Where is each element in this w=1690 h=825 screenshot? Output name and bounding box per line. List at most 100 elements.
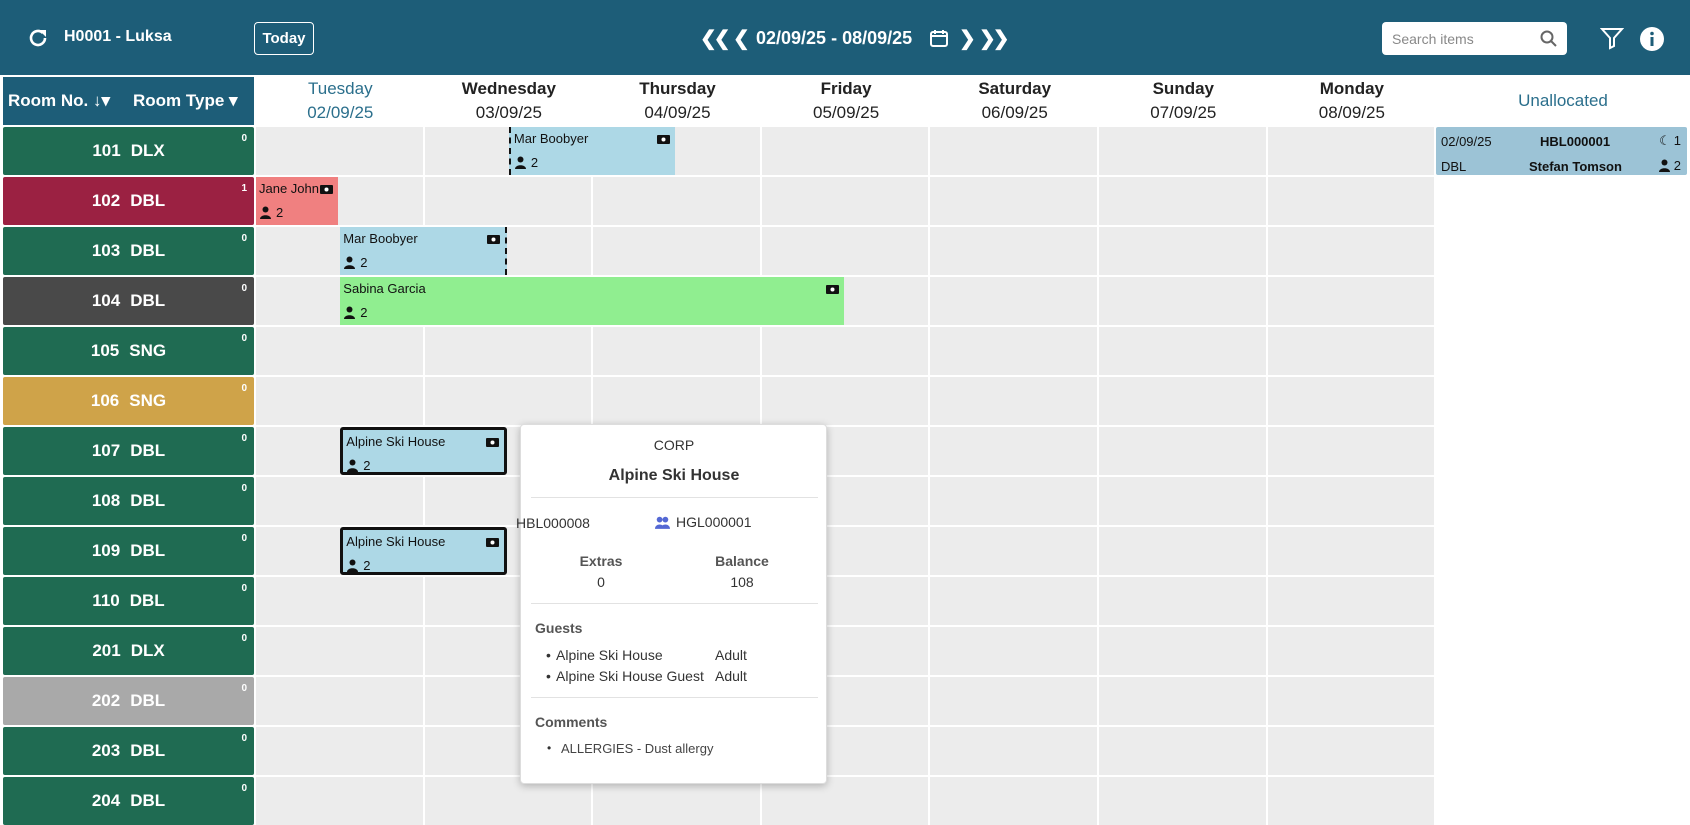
filter-icon[interactable] [1600,26,1624,50]
prev-day[interactable]: ❮ [733,28,750,50]
room-label[interactable]: 107 DBL 0 [3,427,254,475]
calendar-cell[interactable] [1267,477,1435,525]
calendar-cell[interactable] [1267,377,1435,425]
calendar-cell[interactable] [761,777,929,825]
calendar-cell[interactable] [256,677,423,725]
booking[interactable]: Alpine Ski House 2 [340,527,507,575]
calendar-cell[interactable] [593,327,760,375]
refresh-icon[interactable] [26,26,50,50]
calendar-cell[interactable] [1267,277,1435,325]
calendar-cell[interactable] [1267,427,1435,475]
calendar-cell[interactable] [256,627,423,675]
prev-week[interactable]: ❮❮ [700,28,730,50]
calendar-cell[interactable] [593,227,760,275]
room-label[interactable]: 104 DBL 0 [3,277,254,325]
next-day[interactable]: ❯ [959,28,976,50]
room-label[interactable]: 108 DBL 0 [3,477,254,525]
calendar-cell[interactable] [1099,177,1266,225]
calendar-cell[interactable] [761,227,929,275]
booking[interactable]: Jane John 2 [256,177,339,225]
calendar-cell[interactable] [256,327,423,375]
calendar-cell[interactable] [256,777,423,825]
calendar-cell[interactable] [424,777,592,825]
calendar-cell[interactable] [1099,627,1266,675]
room-label[interactable]: 202 DBL 0 [3,677,254,725]
calendar-cell[interactable] [1267,177,1435,225]
calendar-cell[interactable] [593,177,760,225]
next-week[interactable]: ❯❯ [979,28,1009,50]
calendar-cell[interactable] [930,577,1097,625]
calendar-cell[interactable] [1099,577,1266,625]
calendar-cell[interactable] [1099,727,1266,775]
calendar-cell[interactable] [256,477,423,525]
calendar-cell[interactable] [930,777,1097,825]
room-label[interactable]: 103 DBL 0 [3,227,254,275]
bullet: • [547,741,552,755]
calendar-cell[interactable] [593,377,760,425]
info-icon[interactable] [1640,27,1664,51]
room-label[interactable]: 109 DBL 0 [3,527,254,575]
calendar-cell[interactable] [761,127,929,175]
calendar-cell[interactable] [1099,227,1266,275]
calendar-cell[interactable] [424,327,592,375]
calendar-cell[interactable] [1099,327,1266,375]
calendar-cell[interactable] [1267,577,1435,625]
calendar-cell[interactable] [1099,677,1266,725]
calendar-cell[interactable] [930,127,1097,175]
calendar-cell[interactable] [930,677,1097,725]
room-label[interactable]: 201 DLX 0 [3,627,254,675]
calendar-cell[interactable] [256,377,423,425]
calendar-cell[interactable] [1267,677,1435,725]
calendar-cell[interactable] [930,277,1097,325]
calendar-cell[interactable] [424,177,592,225]
calendar-cell[interactable] [930,427,1097,475]
room-label[interactable]: 203 DBL 0 [3,727,254,775]
calendar-cell[interactable] [930,227,1097,275]
calendar-cell[interactable] [930,177,1097,225]
calendar-cell[interactable] [593,777,760,825]
room-label[interactable]: 102 DBL 1 [3,177,254,225]
calendar-cell[interactable] [1099,777,1266,825]
unallocated-booking[interactable]: 02/09/25 HBL000001 ☾ 1 DBL Stefan Tomson 2 [1436,127,1687,175]
calendar-icon[interactable] [929,28,949,48]
room-label[interactable]: 106 SNG 0 [3,377,254,425]
calendar-cell[interactable] [256,577,423,625]
calendar-cell[interactable] [1267,527,1435,575]
calendar-cell[interactable] [1267,327,1435,375]
calendar-cell[interactable] [1099,277,1266,325]
calendar-cell[interactable] [1099,477,1266,525]
calendar-cell[interactable] [256,727,423,775]
booking[interactable]: Alpine Ski House 2 [340,427,507,475]
booking[interactable]: Mar Boobyer 2 [340,227,507,275]
calendar-cell[interactable] [1267,777,1435,825]
calendar-cell[interactable] [1267,627,1435,675]
room-label[interactable]: 101 DLX 0 [3,127,254,175]
room-label[interactable]: 105 SNG 0 [3,327,254,375]
room-type-header[interactable]: Room Type ▾ [133,91,238,110]
calendar-cell[interactable] [256,127,423,175]
calendar-cell[interactable] [1267,727,1435,775]
calendar-cell[interactable] [1099,527,1266,575]
calendar-cell[interactable] [424,377,592,425]
calendar-cell[interactable] [930,477,1097,525]
today-button[interactable]: Today [254,22,314,55]
calendar-cell[interactable] [1099,427,1266,475]
calendar-cell[interactable] [930,327,1097,375]
calendar-cell[interactable] [761,177,929,225]
calendar-cell[interactable] [1267,127,1435,175]
calendar-cell[interactable] [1099,127,1266,175]
search-box[interactable]: Search items [1382,22,1567,55]
calendar-cell[interactable] [930,627,1097,675]
room-label[interactable]: 110 DBL 0 [3,577,254,625]
booking[interactable]: Sabina Garcia 2 [340,277,845,325]
room-label[interactable]: 204 DBL 0 [3,777,254,825]
room-no-header[interactable]: Room No. ↓▾ [8,91,111,110]
calendar-cell[interactable] [761,327,929,375]
calendar-cell[interactable] [930,377,1097,425]
calendar-cell[interactable] [1099,377,1266,425]
booking[interactable]: Mar Boobyer 2 [508,127,676,175]
calendar-cell[interactable] [930,727,1097,775]
calendar-cell[interactable] [761,377,929,425]
calendar-cell[interactable] [1267,227,1435,275]
calendar-cell[interactable] [930,527,1097,575]
